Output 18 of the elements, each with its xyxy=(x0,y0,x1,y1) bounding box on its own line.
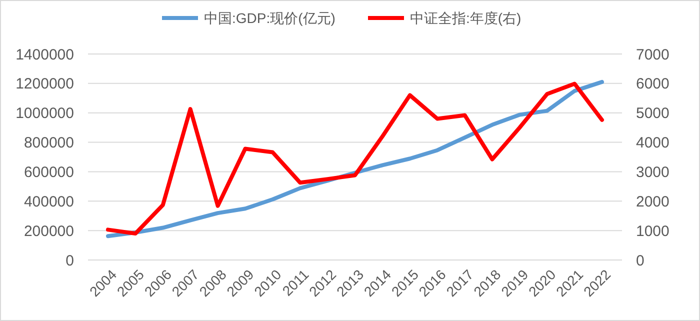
y-tick-label: 200000 xyxy=(24,222,74,240)
legend-label: 中国:GDP:现价(亿元) xyxy=(204,10,336,26)
y-tick-label: 1200000 xyxy=(16,76,74,93)
y2-tick-label: 3000 xyxy=(636,164,670,181)
y2-tick-label: 1000 xyxy=(636,222,670,240)
y-tick-label: 400000 xyxy=(24,193,74,210)
y2-tick-label: 7000 xyxy=(636,46,670,64)
y-tick-label: 1000000 xyxy=(16,105,74,122)
legend-label: 中证全指:年度(右) xyxy=(410,10,522,26)
y2-tick-label: 0 xyxy=(636,252,644,270)
y-tick-label: 1400000 xyxy=(16,46,74,64)
y-tick-label: 800000 xyxy=(24,134,74,152)
y2-tick-label: 4000 xyxy=(636,134,670,152)
y-tick-label: 0 xyxy=(66,252,74,270)
y-tick-label: 600000 xyxy=(24,164,74,181)
y2-tick-label: 5000 xyxy=(636,105,670,122)
y2-tick-label: 2000 xyxy=(636,193,670,210)
y2-tick-label: 6000 xyxy=(636,76,670,93)
